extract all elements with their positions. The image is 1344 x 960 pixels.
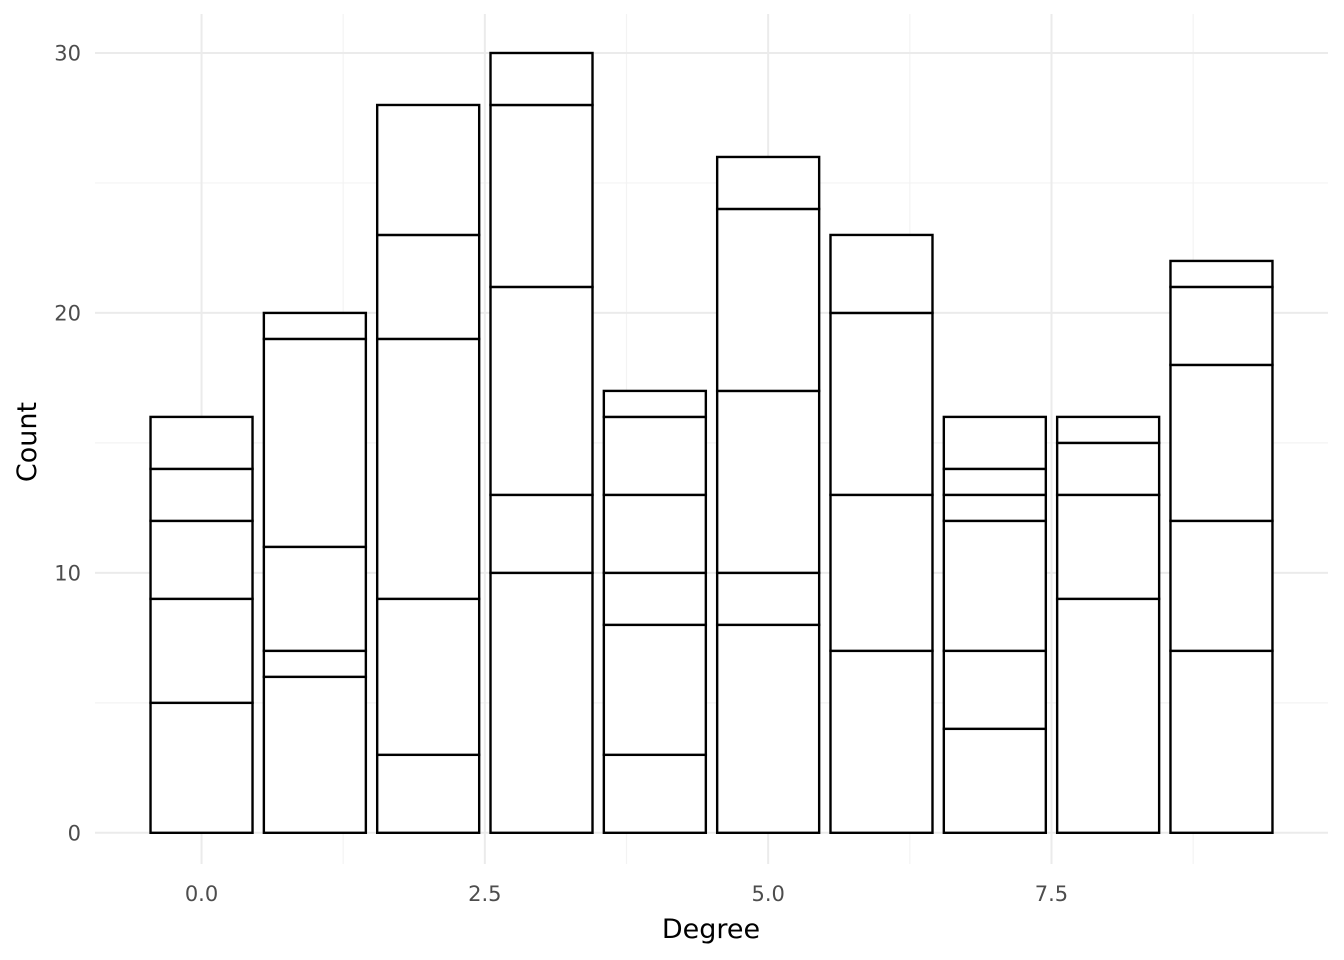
bar-4-segment-3 bbox=[602, 493, 708, 575]
bar-7-segment-4 bbox=[942, 467, 1048, 497]
bar-5-segment-1 bbox=[715, 571, 821, 627]
bar-0-segment-3 bbox=[149, 467, 254, 523]
bar-3-segment-2 bbox=[489, 285, 594, 497]
bar-5-segment-4 bbox=[715, 155, 821, 211]
bar-9 bbox=[1169, 259, 1274, 835]
bar-7-segment-1 bbox=[942, 649, 1048, 731]
bar-7-segment-3 bbox=[942, 493, 1048, 523]
bar-0-segment-4 bbox=[149, 415, 254, 471]
bar-8 bbox=[1055, 415, 1161, 835]
bar-3-segment-0 bbox=[489, 571, 594, 835]
bar-4-segment-4 bbox=[602, 415, 708, 497]
bar-2-segment-3 bbox=[375, 233, 481, 341]
bar-6-segment-1 bbox=[829, 493, 934, 653]
bar-2-segment-0 bbox=[375, 753, 481, 835]
bar-6 bbox=[829, 233, 934, 835]
x-axis-title: Degree bbox=[662, 914, 760, 945]
bar-9-segment-4 bbox=[1169, 259, 1274, 289]
bar-7 bbox=[942, 415, 1048, 835]
y-tick-label-0: 0 bbox=[68, 821, 81, 845]
bar-0-segment-1 bbox=[149, 597, 254, 705]
bar-9-segment-3 bbox=[1169, 285, 1274, 367]
bar-6-segment-0 bbox=[829, 649, 934, 835]
bar-2 bbox=[375, 103, 481, 835]
bar-8-segment-2 bbox=[1055, 441, 1161, 497]
bar-2-segment-1 bbox=[375, 597, 481, 757]
bar-9-segment-0 bbox=[1169, 649, 1274, 835]
y-tick-label-3: 30 bbox=[54, 41, 81, 65]
x-tick-label-0: 0.0 bbox=[185, 882, 218, 906]
bars bbox=[149, 51, 1274, 835]
bar-1-segment-1 bbox=[262, 649, 368, 679]
x-tick-label-3: 7.5 bbox=[1035, 882, 1068, 906]
bar-6-segment-2 bbox=[829, 311, 934, 497]
bar-0 bbox=[149, 415, 254, 835]
bar-0-segment-2 bbox=[149, 519, 254, 601]
x-tick-label-2: 5.0 bbox=[751, 882, 784, 906]
bar-1-segment-4 bbox=[262, 311, 368, 341]
bar-6-segment-3 bbox=[829, 233, 934, 315]
y-tick-label-2: 20 bbox=[54, 301, 81, 325]
bar-1-segment-3 bbox=[262, 337, 368, 549]
bar-3 bbox=[489, 51, 594, 835]
bar-2-segment-4 bbox=[375, 103, 481, 237]
bar-8-segment-1 bbox=[1055, 493, 1161, 601]
y-axis-tick-labels: 0 10 20 30 bbox=[54, 41, 81, 845]
bar-7-segment-2 bbox=[942, 519, 1048, 653]
bar-4-segment-1 bbox=[602, 623, 708, 757]
bar-8-segment-0 bbox=[1055, 597, 1161, 835]
bar-7-segment-0 bbox=[942, 727, 1048, 835]
bar-2-segment-2 bbox=[375, 337, 481, 601]
bar-1-segment-0 bbox=[262, 675, 368, 835]
bar-4-segment-5 bbox=[602, 389, 708, 419]
bar-5 bbox=[715, 155, 821, 835]
y-axis-title: Count bbox=[12, 402, 43, 482]
x-axis-tick-labels: 0.0 2.5 5.0 7.5 bbox=[185, 882, 1068, 906]
bar-0-segment-0 bbox=[149, 701, 254, 835]
bar-1-segment-2 bbox=[262, 545, 368, 653]
x-tick-label-1: 2.5 bbox=[468, 882, 501, 906]
bar-7-segment-5 bbox=[942, 415, 1048, 471]
bar-4-segment-0 bbox=[602, 753, 708, 835]
bar-5-segment-3 bbox=[715, 207, 821, 393]
bar-3-segment-1 bbox=[489, 493, 594, 575]
bar-4 bbox=[602, 389, 708, 835]
bar-5-segment-2 bbox=[715, 389, 821, 575]
bar-9-segment-1 bbox=[1169, 519, 1274, 653]
bar-1 bbox=[262, 311, 368, 835]
y-tick-label-1: 10 bbox=[54, 561, 81, 585]
bar-9-segment-2 bbox=[1169, 363, 1274, 523]
bar-3-segment-4 bbox=[489, 51, 594, 107]
bar-8-segment-3 bbox=[1055, 415, 1161, 445]
bar-5-segment-0 bbox=[715, 623, 821, 835]
bar-4-segment-2 bbox=[602, 571, 708, 627]
bar-3-segment-3 bbox=[489, 103, 594, 289]
